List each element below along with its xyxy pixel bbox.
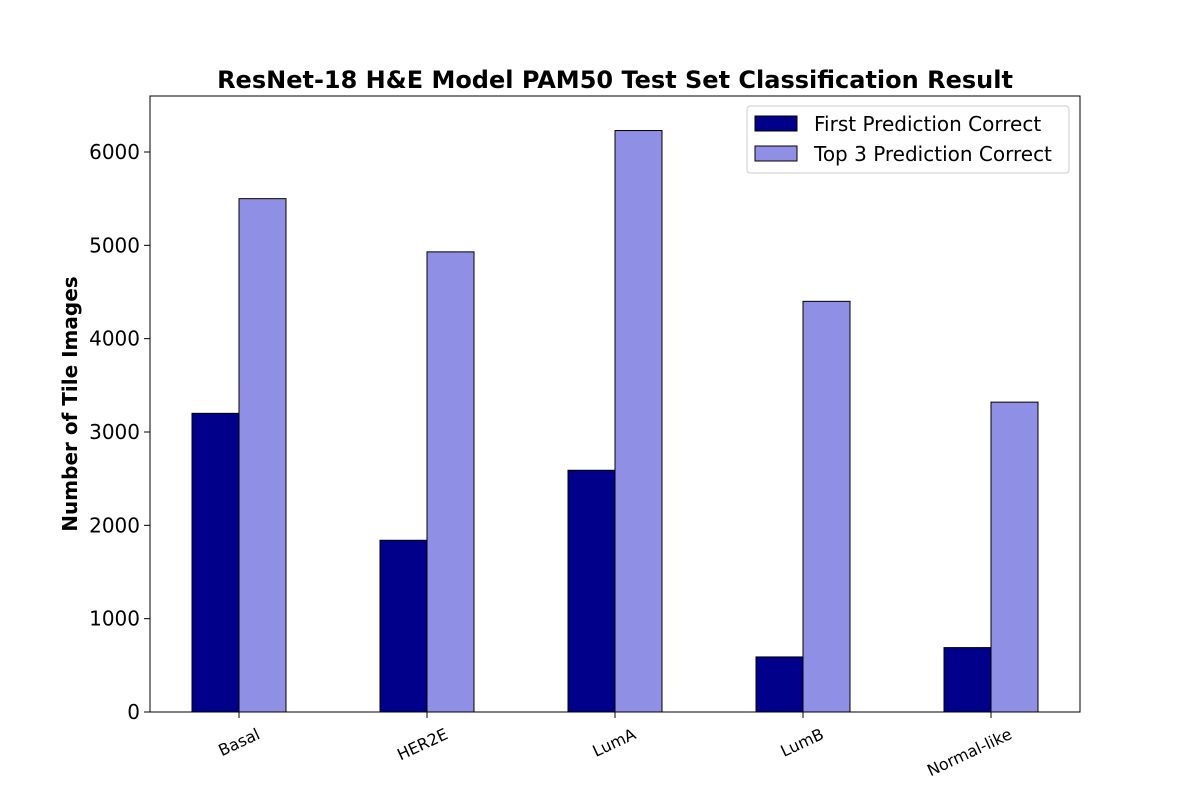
y-ticks: 0 1000 2000 3000 4000 5000 6000	[89, 140, 150, 724]
bar-first-her2e	[379, 539, 428, 713]
bar-top3-normal-like	[990, 401, 1039, 713]
plot-frame	[149, 95, 1081, 713]
legend-swatch-first-prediction	[754, 115, 798, 132]
x-tick-label-lumb: LumB	[778, 724, 827, 760]
x-tick-label-luma: LumA	[590, 724, 639, 760]
y-tick-label: 0	[127, 700, 140, 724]
bar-first-luma	[567, 469, 616, 713]
y-tick-label: 3000	[89, 420, 140, 444]
y-tick-label: 5000	[89, 233, 140, 257]
bar-top3-luma	[614, 130, 663, 713]
legend-label-first-prediction: First Prediction Correct	[814, 112, 1041, 136]
x-tick-label-basal: Basal	[215, 724, 262, 760]
legend: First Prediction Correct Top 3 Predictio…	[746, 105, 1070, 174]
bar-first-lumb	[755, 656, 804, 713]
legend-label-top3-prediction: Top 3 Prediction Correct	[813, 142, 1052, 166]
legend-box	[746, 105, 1070, 174]
y-tick-label: 2000	[89, 513, 140, 537]
bar-first-normal-like	[943, 647, 992, 713]
y-tick-label: 4000	[89, 327, 140, 351]
chart-title: ResNet-18 H&E Model PAM50 Test Set Class…	[217, 66, 1013, 94]
bar-first-basal	[191, 412, 240, 713]
y-axis-label: Number of Tile Images	[58, 276, 82, 531]
bar-top3-lumb	[802, 300, 851, 713]
y-tick-label: 1000	[89, 607, 140, 631]
legend-swatch-top3-prediction	[754, 145, 798, 162]
bar-top3-her2e	[426, 251, 475, 713]
x-ticks: Basal HER2E LumA LumB Normal-like	[215, 712, 1015, 780]
y-tick-label: 6000	[89, 140, 140, 164]
bar-top3-basal	[238, 198, 287, 713]
x-tick-label-normal-like: Normal-like	[924, 724, 1015, 780]
x-tick-label-her2e: HER2E	[394, 724, 451, 764]
bars-group	[191, 130, 1039, 713]
